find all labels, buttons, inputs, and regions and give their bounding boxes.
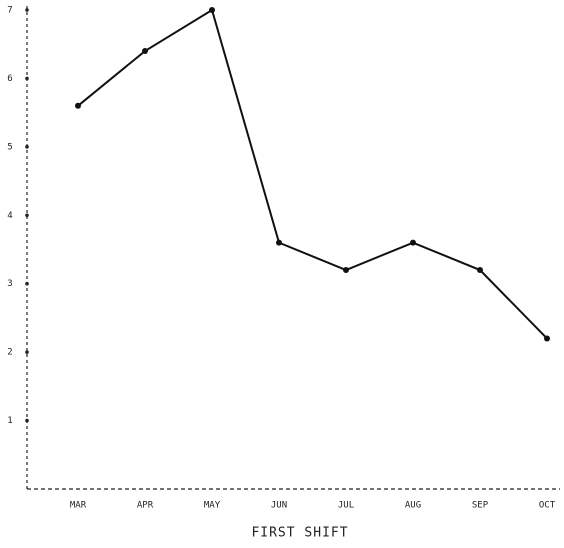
data-point — [410, 239, 416, 246]
x-tick-label: MAR — [70, 501, 87, 511]
y-tick — [25, 8, 29, 12]
data-point — [209, 7, 215, 13]
y-tick — [25, 281, 29, 286]
y-tick — [25, 418, 29, 423]
x-tick-label: SEP — [472, 501, 489, 511]
y-tick — [25, 350, 29, 354]
data-point — [343, 267, 349, 274]
x-axis-label: FIRST SHIFT — [251, 526, 348, 541]
x-tick-label: APR — [137, 501, 154, 511]
y-tick-label: 3 — [7, 279, 12, 289]
x-tick-label: MAY — [204, 501, 221, 511]
y-tick-label: 1 — [7, 416, 12, 426]
y-tick-label: 6 — [7, 74, 12, 84]
y-tick-label: 7 — [7, 6, 12, 16]
y-tick-label: 4 — [7, 211, 12, 221]
y-tick — [25, 213, 29, 218]
data-point — [544, 335, 550, 342]
data-point — [75, 102, 81, 109]
x-tick-label: OCT — [539, 501, 556, 511]
data-point — [142, 48, 148, 55]
y-tick — [25, 76, 29, 81]
y-tick-label: 2 — [7, 348, 12, 358]
data-line — [77, 8, 548, 340]
y-tick-label: 5 — [7, 142, 12, 152]
data-point — [276, 239, 282, 246]
x-tick-label: JUN — [271, 501, 287, 511]
y-tick — [25, 145, 29, 149]
data-point — [477, 267, 483, 274]
x-tick-label: JUL — [338, 501, 354, 511]
x-tick-label: AUG — [405, 501, 421, 511]
